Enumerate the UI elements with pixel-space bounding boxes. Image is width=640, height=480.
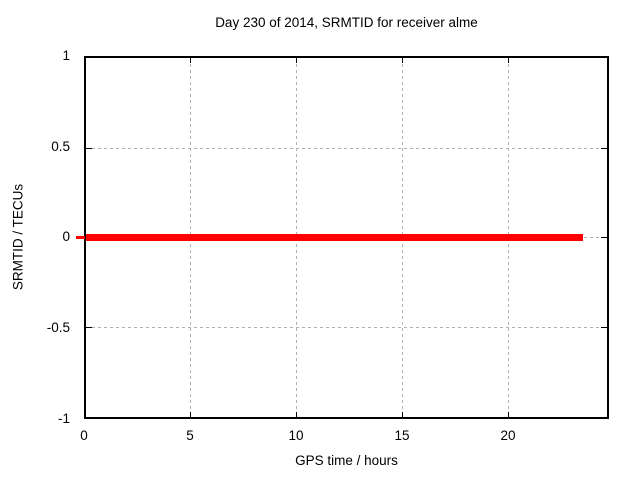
y-tick-label--1: -1 [57, 411, 70, 426]
y-tickmark-right-0.5 [601, 148, 607, 149]
plot-inner [76, 58, 607, 417]
y-tick-label-0.5: 0.5 [51, 139, 70, 154]
y-tickmark-left-0.5 [86, 148, 92, 149]
x-tickmark-bottom-20 [508, 412, 509, 417]
y-tick-label--0.5: -0.5 [46, 320, 70, 335]
x-tickmark-bottom-15 [402, 412, 403, 417]
y-tick-label-1: 1 [62, 48, 70, 63]
x-tickmark-top-15 [402, 58, 403, 63]
x-tick-label-10: 10 [288, 428, 304, 443]
x-tickmark-top-10 [296, 58, 297, 63]
data-series-line [86, 234, 583, 241]
y-axis-label: SRMTID / TECUs [10, 183, 26, 291]
y-tick-label-0: 0 [62, 229, 70, 244]
x-tickmark-bottom-5 [190, 412, 191, 417]
x-tick-label-5: 5 [186, 428, 194, 443]
x-tick-label-20: 20 [500, 428, 516, 443]
x-tick-label-0: 0 [80, 428, 88, 443]
x-tickmark-top-20 [508, 58, 509, 63]
x-axis-label: GPS time / hours [295, 453, 398, 468]
x-tick-label-15: 15 [394, 428, 410, 443]
chart-title: Day 230 of 2014, SRMTID for receiver alm… [215, 15, 478, 30]
x-tickmark-bottom-10 [296, 412, 297, 417]
y-tickmark-right-0 [601, 237, 607, 238]
x-tickmark-top-5 [190, 58, 191, 63]
data-series-line-start-cap [76, 236, 85, 239]
y-tickmark-left--0.5 [86, 327, 92, 328]
plot-area [76, 56, 609, 419]
y-tickmark-right--0.5 [601, 327, 607, 328]
gridline-y--0.5 [86, 327, 607, 328]
gridline-y-0.5 [86, 148, 607, 149]
